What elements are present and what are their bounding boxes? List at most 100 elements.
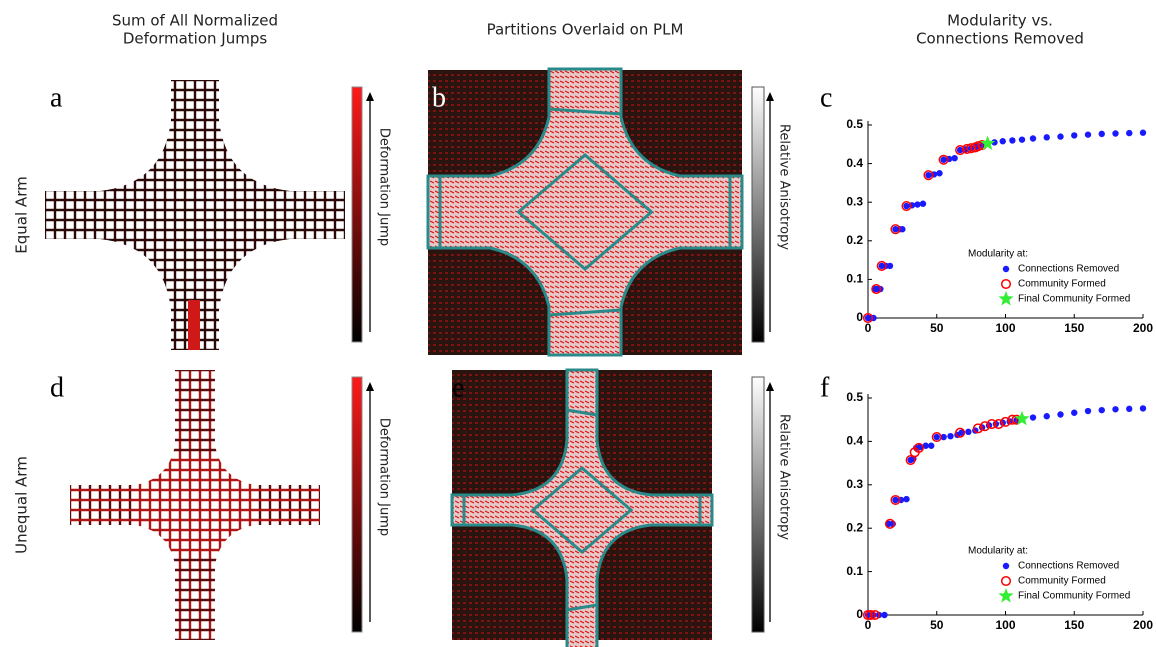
point [965, 429, 971, 435]
x-tick-label: 150 [1064, 618, 1084, 632]
y-tick-label: 0.1 [846, 564, 863, 578]
column-title: Partitions Overlaid on PLM [487, 21, 684, 39]
figure: Sum of All NormalizedDeformation Jumps Pa… [0, 0, 1156, 647]
y-tick-label: 0.3 [846, 194, 863, 208]
legend-marker [998, 588, 1013, 603]
point [1085, 131, 1091, 137]
y-tick-label: 0.4 [846, 434, 863, 448]
colorbar-label: Deformation Jump [377, 418, 392, 536]
arrow-head [366, 92, 374, 101]
point [928, 443, 934, 449]
panel-letter: b [432, 82, 446, 113]
legend-marker [998, 291, 1013, 306]
y-tick-label: 0 [856, 310, 863, 324]
panel-letter: f [820, 372, 830, 403]
point [892, 497, 898, 503]
point [1057, 133, 1063, 139]
column-title: Connections Removed [916, 30, 1084, 48]
point [1099, 131, 1105, 137]
point [1099, 407, 1105, 413]
point [951, 155, 957, 161]
column-title: Modularity vs. [947, 12, 1053, 30]
point [914, 201, 920, 207]
y-tick-label: 0 [856, 607, 863, 621]
colorbar [352, 87, 362, 342]
point [887, 263, 893, 269]
point [1112, 130, 1118, 136]
point [1140, 130, 1146, 136]
panel-letter: a [50, 82, 63, 113]
panel-letter: e [452, 372, 464, 403]
legend-title: Modularity at: [968, 249, 1028, 260]
point [1044, 413, 1050, 419]
colorbar-label: Relative Anisotropy [777, 124, 792, 250]
legend-label: Final Community Formed [1018, 294, 1130, 305]
arrow-head [366, 382, 374, 391]
y-tick-label: 0.2 [846, 233, 863, 247]
point [1085, 408, 1091, 414]
point [903, 496, 909, 502]
x-tick-label: 150 [1064, 321, 1084, 335]
legend-label: Community Formed [1018, 279, 1106, 290]
y-tick-label: 0.2 [846, 520, 863, 534]
colorbar-label: Deformation Jump [377, 128, 392, 246]
y-tick-label: 0.5 [846, 117, 863, 131]
legend-label: Community Formed [1018, 576, 1106, 587]
y-tick-label: 0.5 [846, 390, 863, 404]
legend-marker [1003, 266, 1009, 272]
x-tick-label: 100 [995, 618, 1015, 632]
point [940, 157, 946, 163]
x-tick-label: 200 [1133, 321, 1153, 335]
point [936, 170, 942, 176]
panel-letter: c [820, 82, 832, 113]
colorbar-label: Relative Anisotropy [777, 414, 792, 540]
legend-label: Connections Removed [1018, 561, 1119, 572]
colorbar [752, 87, 764, 342]
point [903, 203, 909, 209]
point [1057, 411, 1063, 417]
point [1071, 410, 1077, 416]
accent [188, 300, 200, 350]
panel-letter: d [50, 372, 64, 403]
legend-marker [1003, 563, 1009, 569]
y-tick-label: 0.3 [846, 477, 863, 491]
point [1000, 138, 1006, 144]
row-label: Equal Arm [13, 176, 31, 253]
legend-label: Final Community Formed [1018, 591, 1130, 602]
x-tick-label: 0 [865, 618, 872, 632]
x-tick-label: 50 [930, 321, 944, 335]
point [925, 172, 931, 178]
y-tick-label: 0.1 [846, 272, 863, 286]
x-tick-label: 200 [1133, 618, 1153, 632]
point [1071, 132, 1077, 138]
row-label: Unequal Arm [13, 456, 31, 554]
colorbar [752, 377, 764, 632]
point [1030, 414, 1036, 420]
point [881, 612, 887, 618]
legend-title: Modularity at: [968, 546, 1028, 557]
x-tick-label: 100 [995, 321, 1015, 335]
colorbar [352, 377, 362, 632]
point [1044, 134, 1050, 140]
point [1112, 406, 1118, 412]
arrow-head [766, 382, 774, 391]
point [1019, 136, 1025, 142]
legend-marker [1002, 577, 1011, 586]
point [947, 433, 953, 439]
point [1030, 135, 1036, 141]
column-title: Deformation Jumps [123, 30, 268, 48]
legend-marker [1002, 280, 1011, 289]
x-tick-label: 50 [930, 618, 944, 632]
deformation-grid [70, 370, 320, 640]
arrow-head [766, 92, 774, 101]
point [934, 434, 940, 440]
x-tick-label: 0 [865, 321, 872, 335]
point [1126, 406, 1132, 412]
point [1009, 137, 1015, 143]
y-tick-label: 0.4 [846, 156, 863, 170]
point [1140, 405, 1146, 411]
point [1126, 130, 1132, 136]
legend-label: Connections Removed [1018, 264, 1119, 275]
column-title: Sum of All Normalized [112, 12, 278, 30]
point [920, 201, 926, 207]
